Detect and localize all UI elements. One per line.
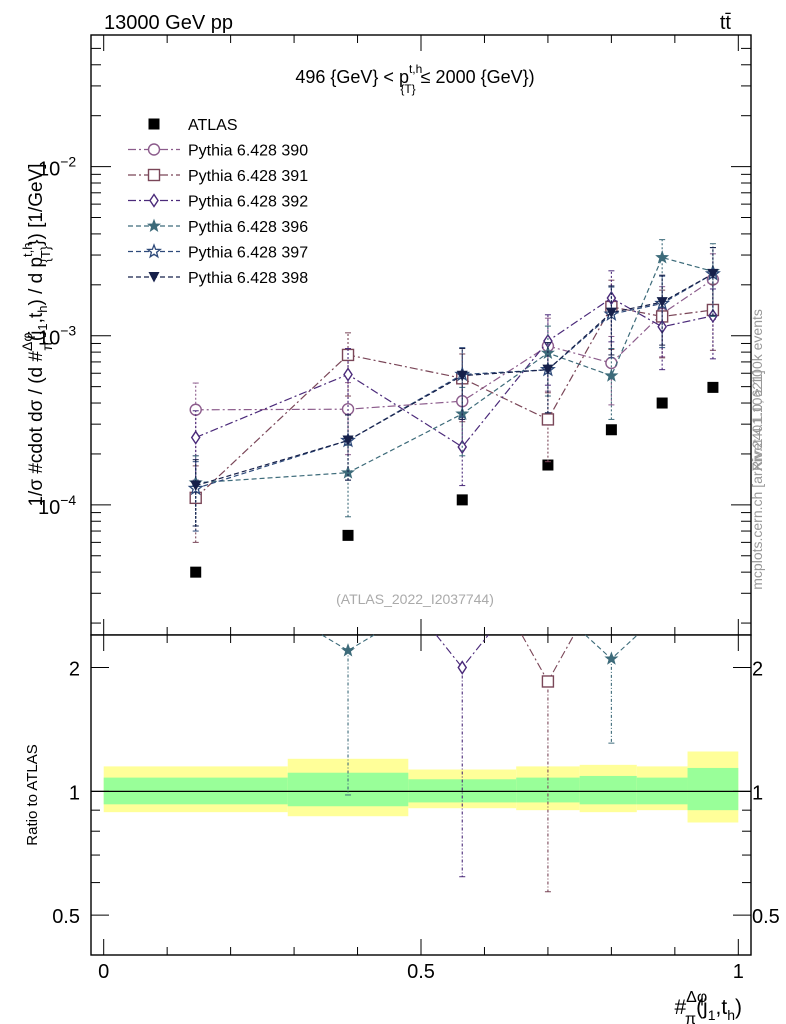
- legend-marker: [146, 243, 162, 259]
- ratio-axis-ticks: [91, 635, 751, 955]
- rivet-label: Rivet 4.1.0, ≥ 100k events: [749, 309, 765, 471]
- band-inner: [579, 775, 637, 805]
- ratio-y-axis-label: Ratio to ATLAS: [24, 744, 41, 845]
- data-point: [190, 566, 202, 578]
- legend-marker: [149, 193, 159, 208]
- data-point: [342, 529, 354, 541]
- legend-label: Pythia 6.428 391: [188, 168, 308, 185]
- panel-title: 496 {GeV} < pt,h {T} ≤ 2000 {GeV}): [295, 62, 534, 96]
- data-point: [190, 480, 202, 492]
- data-point: [604, 368, 619, 382]
- ratio-y-tick-label-right: 1: [752, 782, 763, 804]
- process-label: tt̄: [720, 12, 732, 34]
- data-point: [542, 459, 554, 471]
- ratio-marker: [541, 675, 555, 688]
- analysis-watermark: (ATLAS_2022_I2037744): [336, 591, 494, 607]
- ratio-point-group: [435, 634, 489, 878]
- x-tick-label: 0.5: [407, 961, 435, 983]
- data-point: [605, 424, 617, 436]
- ratio-series-line: [435, 634, 489, 669]
- ratio-y-tick-label-right: 2: [752, 659, 763, 681]
- main-series-layer: [187, 239, 721, 578]
- ratio-uncertainty-bands: [91, 751, 751, 823]
- legend-marker: [148, 118, 160, 130]
- ratio-panel: 0.5 0.5 1 1 2 2 0 0.5 1 Ratio to ATLAS #Δφ π(j1,t…: [24, 634, 780, 1024]
- data-point: [541, 413, 555, 426]
- data-point: [342, 435, 354, 447]
- legend-marker: [147, 168, 161, 182]
- data-point: [190, 430, 201, 445]
- band-inner: [687, 767, 739, 811]
- legend-marker: [148, 272, 160, 283]
- data-point: [605, 307, 617, 319]
- data-point: [189, 403, 202, 416]
- mcplots-label: mcplots.cern.ch [arXiv:2401.10621]: [749, 370, 765, 589]
- y-tick-label: 10−2: [38, 154, 76, 181]
- energy-label: 13000 GeV pp: [104, 12, 233, 34]
- band-inner: [516, 777, 580, 803]
- legend: ATLAS Pythia 6.428 390 Pythia 6.428 391 Pyt…: [128, 117, 308, 287]
- ratio-point-group: [321, 634, 375, 796]
- legend-label: Pythia 6.428 396: [188, 219, 308, 236]
- y-tick-label: 10−4: [38, 492, 76, 519]
- data-point: [656, 297, 668, 308]
- ratio-point-group: [585, 634, 638, 744]
- series-pythia-6-428-398: [190, 247, 719, 527]
- legend-label: Pythia 6.428 390: [188, 143, 308, 160]
- y-tick-label: 10−3: [38, 323, 76, 350]
- main-axis-ticks: [91, 34, 751, 635]
- data-point: [456, 494, 468, 506]
- x-tick-label: 0: [98, 961, 109, 983]
- data-point: [707, 268, 719, 280]
- ratio-y-tick-label: 2: [69, 659, 80, 681]
- main-y-tick-labels: 10−4 10−3 10−2: [38, 154, 76, 519]
- data-point: [655, 250, 670, 264]
- ratio-marker: [340, 643, 356, 657]
- y-axis-label: 1/σ #cdot dσ / (d #Δφ π(j1,th) / d pt,h {T…: [19, 163, 55, 506]
- x-tick-label: 1: [733, 961, 744, 983]
- ratio-points-layer: [321, 634, 638, 893]
- main-panel: 10−4 10−3 10−2 496 {GeV} < pt,h {T} ≤ 2000 …: [19, 34, 752, 636]
- data-point: [656, 397, 668, 409]
- legend-label: ATLAS: [188, 117, 238, 134]
- legend-label: Pythia 6.428 398: [188, 270, 308, 287]
- data-point: [707, 381, 719, 393]
- ratio-point-group: [521, 634, 575, 893]
- ratio-marker: [457, 660, 468, 675]
- ratio-y-tick-label: 0.5: [52, 906, 80, 928]
- data-point: [343, 367, 353, 382]
- legend-label: Pythia 6.428 392: [188, 194, 308, 211]
- legend-marker: [147, 143, 161, 156]
- x-axis-label: #Δφ π(j1,th): [674, 989, 742, 1024]
- ratio-series-line: [321, 634, 375, 652]
- series-atlas: [190, 381, 719, 578]
- data-point: [456, 370, 468, 382]
- ratio-y-tick-label-right: 0.5: [752, 906, 780, 928]
- legend-marker: [146, 218, 162, 233]
- ratio-y-tick-label: 1: [69, 782, 80, 804]
- ratio-tick-labels: 0.5 0.5 1 1 2 2 0 0.5 1: [52, 659, 780, 983]
- data-point: [542, 364, 554, 376]
- ratio-marker: [604, 651, 619, 665]
- legend-label: Pythia 6.428 397: [188, 245, 308, 262]
